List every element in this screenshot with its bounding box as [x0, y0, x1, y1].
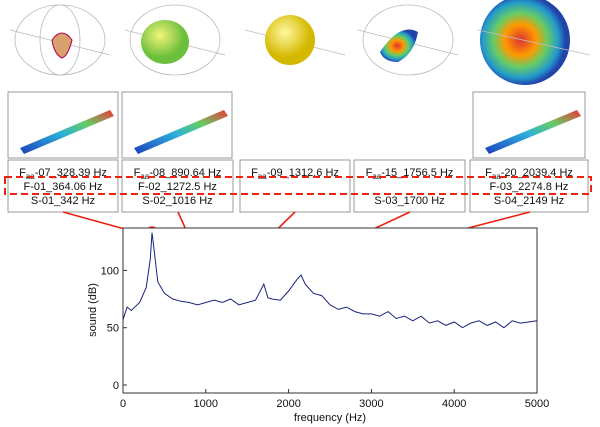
x-tick-label: 3000: [359, 398, 383, 410]
mode-shape: [477, 0, 591, 85]
spectrum-line: [122, 232, 538, 329]
x-axis-label: frequency (Hz): [294, 412, 366, 424]
label-base: F: [485, 167, 492, 179]
x-tick-label: 0: [120, 398, 126, 410]
label-rest: -20_2039.4 Hz: [501, 167, 573, 179]
plot-frame: [122, 227, 538, 394]
mode-shape: [124, 4, 226, 76]
label-base: F: [134, 167, 141, 179]
y-tick-label: 0: [113, 380, 119, 392]
x-tick-label: 4000: [442, 398, 466, 410]
label-subscript: aa: [140, 172, 149, 181]
mode-label: S-01_342 Hz: [31, 195, 95, 207]
y-tick-label: 50: [107, 323, 119, 335]
label-subscript: aa: [372, 172, 381, 181]
mode-box: [121, 159, 234, 213]
mode-shape: [9, 4, 111, 76]
label-base: F: [366, 167, 373, 179]
label-subscript: aa: [492, 172, 501, 181]
x-tick-label: 1000: [194, 398, 218, 410]
label-base: F: [19, 167, 26, 179]
mode-label: F-01_364.06 Hz: [24, 181, 103, 193]
beam-model: [7, 91, 119, 159]
beam-model: [472, 91, 586, 159]
highlight-frame: [4, 176, 592, 195]
mode-label: F-03_2274.8 Hz: [490, 181, 569, 193]
label-base: F: [251, 167, 258, 179]
mode-shape: [357, 4, 459, 76]
mode-shape: [244, 15, 346, 65]
mode-box: [7, 159, 119, 213]
beam-model: [121, 91, 233, 159]
x-tick-label: 5000: [525, 398, 549, 410]
y-axis-label: sound (dB): [87, 283, 99, 337]
mode-label: S-03_1700 Hz: [374, 195, 444, 207]
mode-box: [469, 159, 589, 213]
mode-label: Faa-20_2039.4 Hz: [485, 167, 573, 181]
mode-label: S-04_2149 Hz: [494, 195, 564, 207]
mode-label: F-02_1272.5 Hz: [138, 181, 217, 193]
x-tick-label: 2000: [276, 398, 300, 410]
mode-boxes: Faa-07_328.39 HzF-01_364.06 HzS-01_342 H…: [7, 159, 589, 213]
thumbnails: [7, 0, 591, 159]
mode-label: S-02_1016 Hz: [142, 195, 212, 207]
y-tick-label: 100: [101, 265, 119, 277]
mode-box: [353, 159, 466, 213]
